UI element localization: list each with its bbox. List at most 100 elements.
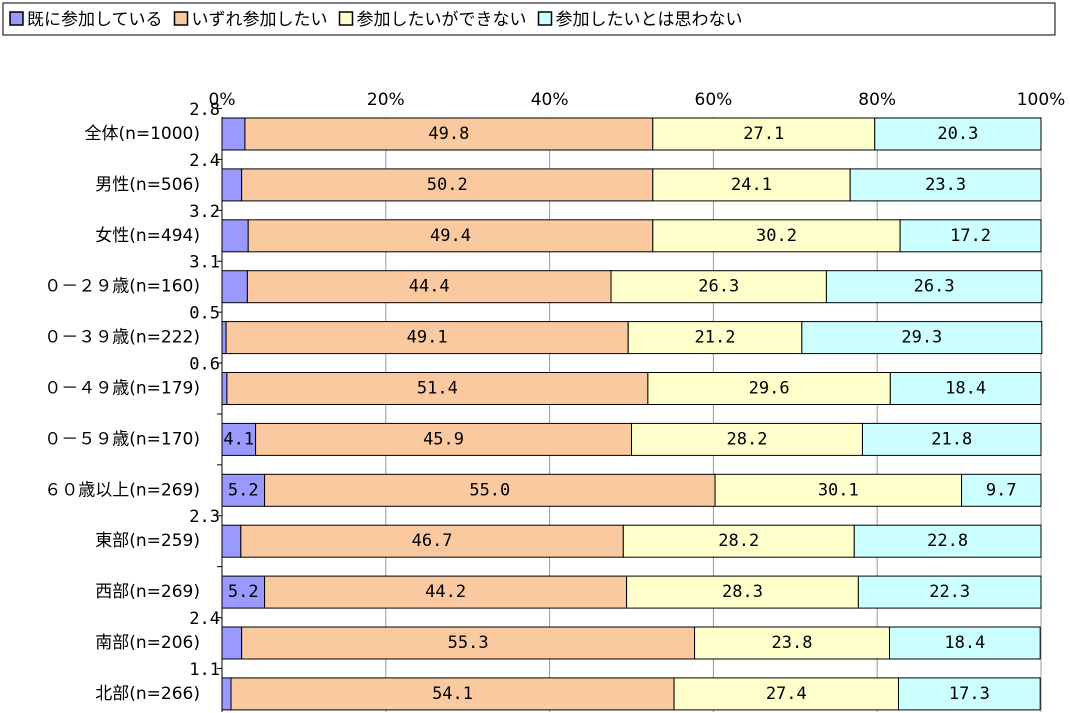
value-label: 27.4 [766,684,807,704]
value-label: 2.4 [189,609,220,629]
legend-label: 既に参加している [27,10,163,30]
value-label: 0.5 [189,304,220,324]
value-label: 5.2 [228,582,259,602]
bar-segment [221,626,243,660]
legend-label: 参加したいができない [357,10,527,30]
bar-segment [889,372,1042,405]
value-label: 28.2 [727,429,768,449]
legend-swatch [9,11,24,26]
value-label: 49.1 [407,328,448,348]
value-label: 1.1 [189,660,220,680]
legend-swatch [173,11,189,26]
value-label: 49.8 [428,124,469,144]
value-label: 30.2 [756,226,797,246]
value-label: 54.1 [432,684,473,704]
value-label: 22.8 [927,531,968,551]
value-label: 50.2 [427,175,468,195]
value-label: 28.3 [722,582,763,602]
bar-segment [622,524,855,558]
legend-label: いずれ参加したい [192,10,328,30]
value-label: 2.4 [189,151,220,171]
bar-segment [221,575,266,609]
value-label: 26.3 [698,277,739,297]
x-tick-label: 100% [1017,90,1066,110]
bar-segment [801,321,1043,355]
bar-segment [849,168,1042,202]
bar-segment [221,270,248,304]
value-label: 46.7 [412,531,453,551]
value-label: 17.3 [949,684,990,704]
value-label: 30.1 [818,480,859,500]
x-tick-label: 60% [695,90,733,110]
y-tick-label: ０－５９歳(n=170) [44,429,200,449]
y-tick-label: ０－２９歳(n=160) [44,277,200,297]
value-label: 20.3 [937,124,978,144]
bar-segment [221,372,228,405]
bar-segment [221,219,249,253]
value-label: 22.3 [929,582,970,602]
bar-segment [221,168,243,202]
y-tick-label: 北部(n=266) [95,684,200,704]
x-tick-label: 0% [209,90,236,110]
value-label: 55.0 [469,480,510,500]
value-label: 44.2 [425,582,466,602]
bar-segment [825,270,1043,304]
bar-segment [857,575,1042,609]
value-label: 17.2 [950,226,991,246]
bar-segment [897,677,1041,711]
bar-segment [714,473,963,507]
y-tick-label: 女性(n=494) [95,226,200,246]
value-label: 2.3 [189,507,220,527]
bar-segment [631,422,863,456]
bar-segment [247,219,654,253]
y-tick-label: ６０歳以上(n=269) [44,480,200,500]
value-label: 45.9 [423,429,464,449]
bar-segment [230,677,675,711]
value-label: 28.2 [718,531,759,551]
y-tick-label: 東部(n=259) [95,531,200,551]
y-tick-label: 男性(n=506) [95,175,200,195]
value-label: 21.2 [695,328,736,348]
value-label: 9.7 [986,480,1017,500]
y-tick-label: 西部(n=269) [95,582,200,602]
value-label: 2.8 [189,100,220,120]
value-label: 55.3 [448,633,489,653]
bar-segment [264,473,716,507]
value-label: 21.8 [931,429,972,449]
bar-segment [221,677,232,711]
value-label: 44.4 [409,277,450,297]
bar-segment [221,422,257,456]
bar-segment [694,626,890,660]
value-label: 3.1 [189,253,220,273]
value-label: 26.3 [914,277,955,297]
y-tick-label: 全体(n=1000) [84,124,200,144]
value-label: 0.6 [189,355,220,375]
value-label: 18.4 [944,633,985,653]
value-label: 23.3 [925,175,966,195]
bar-segment [673,677,899,711]
value-label: 51.4 [417,379,458,399]
value-label: 5.2 [228,480,259,500]
value-label: 24.1 [731,175,772,195]
bar-segment [627,321,803,355]
x-tick-label: 20% [367,90,405,110]
x-tick-label: 80% [858,90,896,110]
legend-swatch [338,11,354,26]
bar-segment [626,575,859,609]
bar-segment [246,270,612,304]
x-tick-label: 40% [531,90,569,110]
value-label: 3.2 [189,202,220,222]
bar-segment [255,422,632,456]
bar-segment [221,524,242,558]
value-label: 18.4 [945,379,986,399]
bar-segment [861,422,1042,456]
value-label: 49.4 [430,226,471,246]
bar-segment [610,270,827,304]
value-label: 29.6 [749,379,790,399]
y-tick-label: 南部(n=206) [95,633,200,653]
bar-segment [241,168,654,202]
bar-segment [652,168,851,202]
value-label: 29.3 [901,328,942,348]
value-label: 27.1 [743,124,784,144]
legend-swatch [537,11,553,26]
